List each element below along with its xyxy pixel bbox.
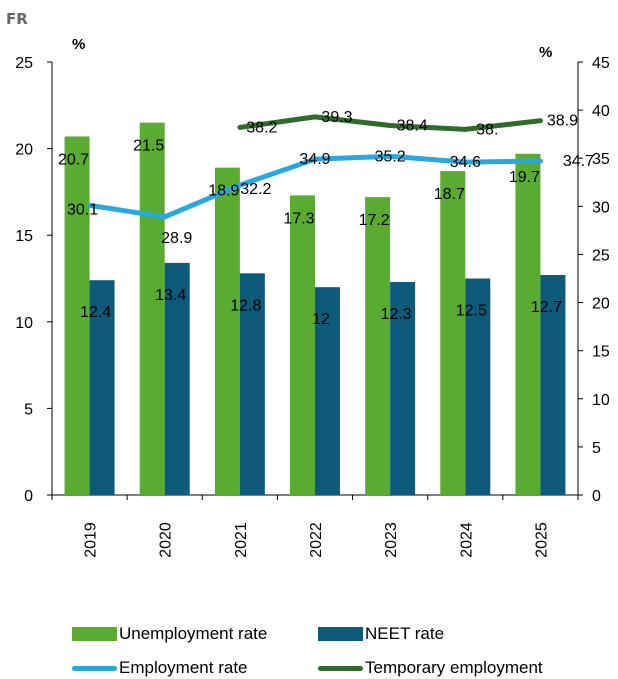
- data-label-neet: 13.4: [155, 287, 186, 304]
- right-tick-label: 0: [592, 488, 601, 505]
- data-label-neet: 12.5: [456, 303, 487, 320]
- right-tick-label: 25: [592, 247, 610, 264]
- left-tick-label: 15: [15, 228, 33, 245]
- country-label: FR: [6, 10, 28, 28]
- right-axis-unit: %: [539, 44, 552, 61]
- x-tick-label: 2024: [458, 522, 475, 558]
- data-label-unemployment: 17.2: [359, 212, 390, 229]
- right-tick-label: 45: [592, 55, 610, 72]
- data-label-temporary: 39.3: [321, 109, 352, 126]
- right-tick-label: 40: [592, 103, 610, 120]
- x-tick-label: 2023: [383, 522, 400, 558]
- data-label-unemployment: 21.5: [133, 138, 164, 155]
- bar-unemployment: [139, 122, 165, 496]
- data-label-employment: 28.9: [161, 230, 192, 247]
- left-axis-unit: %: [72, 36, 85, 53]
- data-label-unemployment: 18.7: [434, 186, 465, 203]
- bar-neet: [89, 280, 115, 495]
- data-label-employment: 34.7: [563, 153, 594, 170]
- bar-unemployment: [214, 167, 240, 496]
- bar-neet: [164, 262, 190, 495]
- right-tick-label: 5: [592, 440, 601, 457]
- left-tick-label: 10: [15, 315, 33, 332]
- bar-unemployment: [365, 197, 391, 495]
- line-temporary: [237, 114, 543, 132]
- bar-unemployment: [515, 153, 541, 495]
- left-tick-label: 20: [15, 142, 33, 159]
- bar-neet: [390, 281, 416, 495]
- bar-neet: [239, 273, 265, 495]
- right-tick-label: 30: [592, 199, 610, 216]
- bar-neet: [465, 278, 491, 495]
- data-label-temporary: 38.: [476, 121, 498, 138]
- x-tick-label: 2019: [83, 522, 100, 558]
- data-label-neet: 12: [312, 311, 330, 328]
- data-label-neet: 12.4: [80, 304, 111, 321]
- x-tick-label: 2020: [158, 522, 175, 558]
- data-label-temporary: 38.9: [547, 113, 578, 130]
- data-label-temporary: 38.2: [246, 119, 277, 136]
- bar-neet: [540, 275, 566, 495]
- data-label-employment: 32.2: [240, 181, 271, 198]
- right-tick-label: 15: [592, 344, 610, 361]
- left-tick-label: 0: [24, 488, 33, 505]
- right-tick-label: 20: [592, 296, 610, 313]
- data-label-unemployment: 18.9: [208, 183, 239, 200]
- left-tick-label: 5: [24, 401, 33, 418]
- bar-unemployment: [64, 136, 90, 495]
- data-label-neet: 12.7: [531, 299, 562, 316]
- right-tick-label: 35: [592, 151, 610, 168]
- data-label-employment: 34.6: [450, 154, 481, 171]
- data-label-neet: 12.3: [381, 306, 412, 323]
- bar-neet: [315, 287, 340, 495]
- data-label-temporary: 38.4: [397, 118, 428, 135]
- data-label-unemployment: 17.3: [283, 210, 314, 227]
- x-tick-label: 2025: [533, 522, 550, 558]
- left-tick-label: 25: [15, 55, 33, 72]
- line-employment: [87, 153, 543, 220]
- data-label-neet: 12.8: [230, 297, 261, 314]
- data-label-employment: 30.1: [67, 201, 98, 218]
- data-label-unemployment: 20.7: [58, 151, 89, 168]
- data-label-employment: 35.2: [375, 148, 406, 165]
- x-tick-label: 2021: [233, 522, 250, 558]
- x-tick-label: 2022: [308, 522, 325, 558]
- right-tick-label: 10: [592, 392, 610, 409]
- bar-unemployment: [440, 171, 466, 495]
- data-label-unemployment: 19.7: [509, 169, 540, 186]
- bar-unemployment: [290, 195, 315, 495]
- data-label-employment: 34.9: [299, 151, 330, 168]
